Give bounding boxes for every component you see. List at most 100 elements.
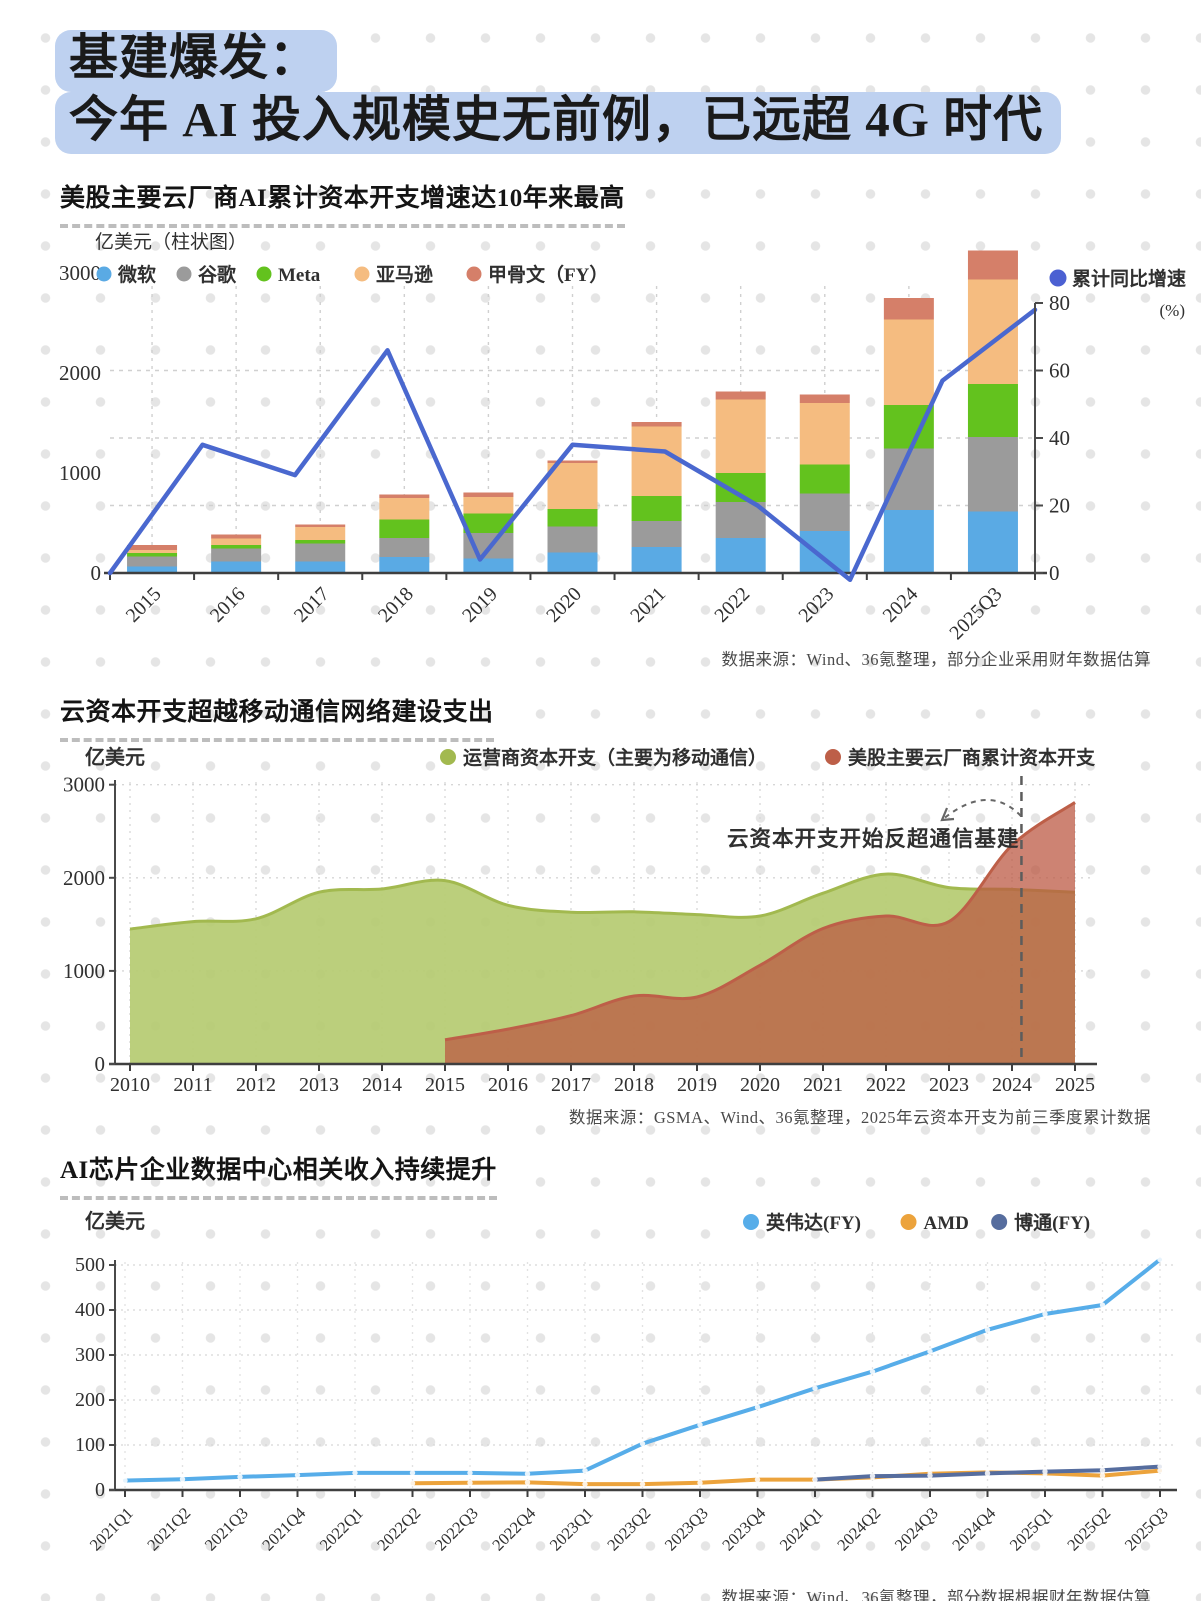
svg-text:2023: 2023 xyxy=(794,583,838,627)
area-legend: 亿美元 运营商资本开支（主要为移动通信） 美股主要云厂商累计资本开支 xyxy=(85,745,1096,769)
axes: 0 100 200 300 400 500 2021Q1 2021Q2 2021Q3 2021Q4… xyxy=(75,1254,1177,1554)
main-title: 基建爆发： 今年 AI 投入规模史无前例，已远超 4G 时代 xyxy=(0,0,1201,154)
svg-text:2000: 2000 xyxy=(63,866,105,890)
series-英伟达(FY) xyxy=(122,1256,1163,1483)
svg-text:2016: 2016 xyxy=(488,1074,528,1096)
svg-text:2023Q2: 2023Q2 xyxy=(603,1503,654,1554)
title-line-1: 基建爆发： xyxy=(55,30,1201,92)
svg-text:2021Q2: 2021Q2 xyxy=(143,1503,194,1554)
svg-text:2010: 2010 xyxy=(110,1074,150,1096)
section-cloud-capex: 美股主要云厂商AI累计资本开支增速达10年来最高 2015 2016 2017 201… xyxy=(0,154,1201,670)
section-title-1: 美股主要云厂商AI累计资本开支增速达10年来最高 xyxy=(60,178,625,228)
growth-line-legend: 累计同比增速 (%) xyxy=(1049,267,1186,320)
svg-text:100: 100 xyxy=(75,1434,105,1456)
chart-cloud-capex-bars: 2015 2016 2017 2018 2019 2020 2021 2022 2023 2024… xyxy=(59,231,1186,644)
svg-text:60: 60 xyxy=(1049,358,1070,382)
svg-text:2017: 2017 xyxy=(290,583,334,627)
line-legend: 亿美元 英伟达(FY) AMD 博通(FY) xyxy=(85,1209,1090,1234)
svg-text:0: 0 xyxy=(91,561,102,585)
section-ai-chip-revenue: AI芯片企业数据中心相关收入持续提升 0 100 200 300 400 500 2021Q… xyxy=(0,1128,1201,1601)
legend-item-1: 美股主要云厂商累计资本开支 xyxy=(825,746,1096,769)
source-caption-3: 数据来源：Wind、36氪整理，部分数据根据财年数据估算 xyxy=(721,1587,1151,1601)
svg-text:3000: 3000 xyxy=(63,772,105,796)
svg-text:400: 400 xyxy=(75,1299,105,1321)
svg-text:2021: 2021 xyxy=(626,583,670,627)
svg-text:200: 200 xyxy=(75,1389,105,1411)
svg-text:300: 300 xyxy=(75,1344,105,1366)
svg-text:2024Q4: 2024Q4 xyxy=(948,1503,999,1554)
svg-text:2023Q1: 2023Q1 xyxy=(546,1503,597,1554)
bar-legend: 亿美元（柱状图） 微软 谷歌 Meta 亚马逊 甲骨文（FY） xyxy=(95,231,608,286)
title-highlight-1: 基建爆发： xyxy=(55,30,338,92)
section-title-3: AI芯片企业数据中心相关收入持续提升 xyxy=(60,1150,497,1200)
svg-text:2012: 2012 xyxy=(236,1074,276,1096)
svg-text:2025Q3: 2025Q3 xyxy=(1121,1503,1172,1554)
svg-text:亿美元: 亿美元 xyxy=(85,745,145,769)
svg-text:2021: 2021 xyxy=(803,1074,843,1096)
svg-text:2025Q3: 2025Q3 xyxy=(945,583,1006,644)
svg-text:2023Q4: 2023Q4 xyxy=(718,1503,769,1554)
svg-text:亿美元（柱状图）: 亿美元（柱状图） xyxy=(95,231,247,253)
svg-text:2022Q4: 2022Q4 xyxy=(488,1503,539,1554)
legend-item-谷歌: 谷歌 xyxy=(176,263,237,286)
svg-text:2024: 2024 xyxy=(992,1074,1032,1096)
svg-text:云资本开支开始反超通信基建: 云资本开支开始反超通信基建 xyxy=(727,826,1020,851)
svg-text:40: 40 xyxy=(1049,426,1070,450)
svg-text:0: 0 xyxy=(95,1052,106,1076)
svg-text:亚马逊: 亚马逊 xyxy=(376,264,433,286)
svg-text:2023: 2023 xyxy=(929,1074,969,1096)
source-caption-2: 数据来源：GSMA、Wind、36氪整理，2025年云资本开支为前三季度累计数据 xyxy=(568,1107,1151,1127)
growth-line xyxy=(107,307,1038,582)
svg-text:2025Q2: 2025Q2 xyxy=(1063,1503,1114,1554)
svg-text:2023Q3: 2023Q3 xyxy=(661,1503,712,1554)
svg-text:1000: 1000 xyxy=(59,461,101,485)
svg-text:2021Q1: 2021Q1 xyxy=(86,1503,137,1554)
capex-bars xyxy=(127,250,1018,573)
svg-text:0: 0 xyxy=(95,1479,105,1501)
svg-text:2017: 2017 xyxy=(551,1074,591,1096)
source-caption-1: 数据来源：Wind、36氪整理，部分企业采用财年数据估算 xyxy=(721,649,1151,669)
svg-text:AMD: AMD xyxy=(924,1213,969,1234)
svg-text:2024Q2: 2024Q2 xyxy=(833,1503,884,1554)
svg-text:80: 80 xyxy=(1049,291,1070,315)
svg-text:2021Q3: 2021Q3 xyxy=(201,1503,252,1554)
svg-text:0: 0 xyxy=(1049,561,1060,585)
svg-text:甲骨文（FY）: 甲骨文（FY） xyxy=(488,263,608,286)
series-博通(FY) xyxy=(812,1463,1163,1483)
legend-item-Meta: Meta xyxy=(256,265,321,286)
section-title-2: 云资本开支超越移动通信网络建设支出 xyxy=(60,692,494,742)
svg-text:20: 20 xyxy=(1049,493,1070,517)
gridlines xyxy=(115,1261,1173,1490)
svg-text:2015: 2015 xyxy=(425,1074,465,1096)
svg-text:2000: 2000 xyxy=(59,361,101,385)
legend-item-微软: 微软 xyxy=(96,263,156,286)
svg-text:1000: 1000 xyxy=(63,959,105,983)
legend-item-AMD: AMD xyxy=(900,1213,969,1234)
svg-text:2015: 2015 xyxy=(122,583,166,627)
svg-text:2020: 2020 xyxy=(740,1074,780,1096)
svg-text:2013: 2013 xyxy=(299,1074,339,1096)
svg-text:2019: 2019 xyxy=(677,1074,717,1096)
svg-text:2022: 2022 xyxy=(866,1074,906,1096)
svg-text:2022Q1: 2022Q1 xyxy=(316,1503,367,1554)
crossover-annotation: 云资本开支开始反超通信基建 xyxy=(727,775,1023,1064)
title-line-2: 今年 AI 投入规模史无前例，已远超 4G 时代 xyxy=(55,91,1201,154)
svg-text:博通(FY): 博通(FY) xyxy=(1014,1211,1090,1234)
svg-text:2024Q1: 2024Q1 xyxy=(776,1503,827,1554)
svg-text:2022Q3: 2022Q3 xyxy=(431,1503,482,1554)
svg-text:2025Q1: 2025Q1 xyxy=(1006,1503,1057,1554)
svg-text:2011: 2011 xyxy=(173,1074,212,1096)
svg-text:(%): (%) xyxy=(1160,301,1185,320)
axes: 0 1000 2000 3000 2010 2011 2012 2013 2014 2015 201… xyxy=(63,772,1097,1096)
svg-text:2019: 2019 xyxy=(458,583,502,627)
svg-text:微软: 微软 xyxy=(117,263,156,286)
svg-text:2018: 2018 xyxy=(374,583,418,627)
y-axis-left: 0 1000 2000 3000 xyxy=(59,261,101,585)
area-cloud-capex xyxy=(444,800,1076,1064)
svg-text:3000: 3000 xyxy=(59,261,101,285)
x-axis: 2015 2016 2017 2018 2019 2020 2021 2022 2023 2024… xyxy=(104,571,1047,644)
svg-text:累计同比增速: 累计同比增速 xyxy=(1072,267,1186,290)
chart-telecom-vs-cloud-area: 云资本开支开始反超通信基建 0 1000 2000 3000 2010 2011 2012 20… xyxy=(63,745,1097,1096)
svg-text:2020: 2020 xyxy=(542,583,586,627)
